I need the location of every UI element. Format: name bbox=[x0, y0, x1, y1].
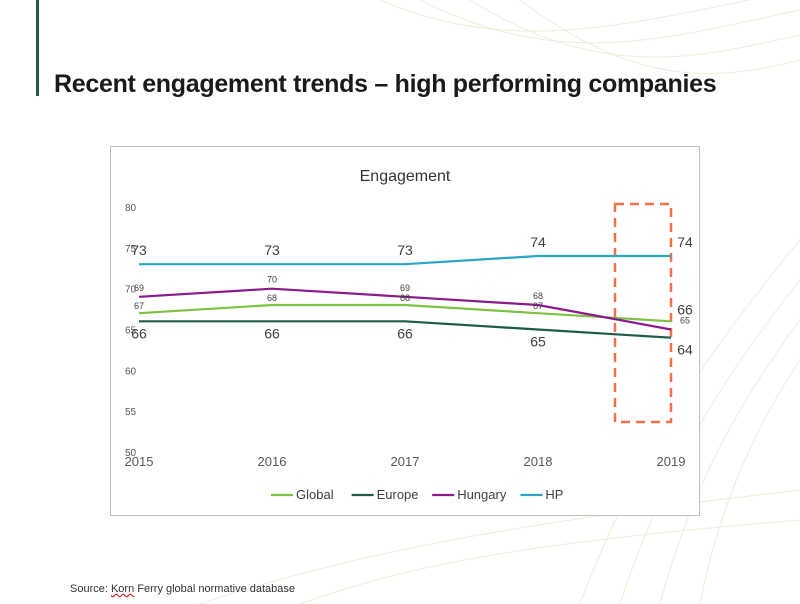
y-tick-label: 70 bbox=[125, 285, 137, 296]
x-tick-label: 2015 bbox=[125, 454, 154, 469]
accent-bar bbox=[36, 0, 39, 96]
source-rest: Ferry global normative database bbox=[134, 583, 296, 595]
source-prefix: Source: bbox=[70, 583, 111, 595]
x-tick-label: 2016 bbox=[258, 454, 287, 469]
x-tick-label: 2017 bbox=[391, 454, 420, 469]
x-tick-label: 2018 bbox=[524, 454, 553, 469]
legend-label-europe: Europe bbox=[377, 487, 419, 502]
data-label-global: 68 bbox=[267, 293, 277, 303]
series-line-global bbox=[138, 303, 672, 323]
data-label-global: 67 bbox=[134, 301, 144, 311]
data-label-hp: 73 bbox=[397, 242, 413, 258]
data-label-europe: 64 bbox=[677, 342, 693, 358]
chart-container: Engagement 50 55 60 65 70 75 80 2015 2016 2017 201… bbox=[110, 146, 700, 516]
data-label-europe: 66 bbox=[397, 325, 413, 341]
data-label-global: 67 bbox=[533, 301, 543, 311]
x-tick-label: 2019 bbox=[657, 454, 686, 469]
data-label-hungary: 69 bbox=[134, 283, 144, 293]
source-name: Korn bbox=[110, 583, 135, 595]
data-label-global: 68 bbox=[400, 293, 410, 303]
legend-label-hungary: Hungary bbox=[457, 487, 507, 502]
series-line-hp bbox=[139, 254, 671, 266]
chart-title: Engagement bbox=[360, 168, 451, 185]
engagement-line-chart: Engagement 50 55 60 65 70 75 80 2015 2016 2017 201… bbox=[125, 168, 693, 502]
highlight-dashed-box bbox=[613, 202, 673, 424]
y-tick-label: 50 bbox=[125, 448, 137, 459]
series-line-hungary bbox=[138, 287, 672, 331]
data-label-hungary: 68 bbox=[533, 291, 543, 301]
data-label-europe: 66 bbox=[131, 325, 147, 341]
data-label-hp: 73 bbox=[264, 242, 280, 258]
y-tick-label: 55 bbox=[125, 407, 137, 418]
slide-title: Recent engagement trends – high performi… bbox=[54, 70, 717, 98]
data-label-europe: 65 bbox=[530, 334, 546, 350]
series-line-europe bbox=[139, 320, 672, 339]
data-label-hp: 74 bbox=[677, 234, 693, 250]
y-tick-label: 80 bbox=[125, 203, 137, 214]
source-note: Source: Korn Ferry global normative data… bbox=[70, 583, 295, 595]
legend-label-hp: HP bbox=[545, 487, 563, 502]
data-label-hungary: 65 bbox=[680, 316, 690, 326]
data-label-hungary: 69 bbox=[400, 283, 410, 293]
data-label-europe: 66 bbox=[264, 325, 280, 341]
legend-label-global: Global bbox=[296, 487, 334, 502]
data-label-hp: 74 bbox=[530, 234, 546, 250]
data-label-global: 66 bbox=[677, 301, 693, 317]
y-tick-label: 60 bbox=[125, 366, 137, 377]
data-label-hungary: 70 bbox=[267, 275, 277, 285]
data-label-hp: 73 bbox=[131, 242, 147, 258]
y-tick-label: 75 bbox=[125, 244, 137, 255]
y-tick-label: 65 bbox=[125, 326, 137, 337]
